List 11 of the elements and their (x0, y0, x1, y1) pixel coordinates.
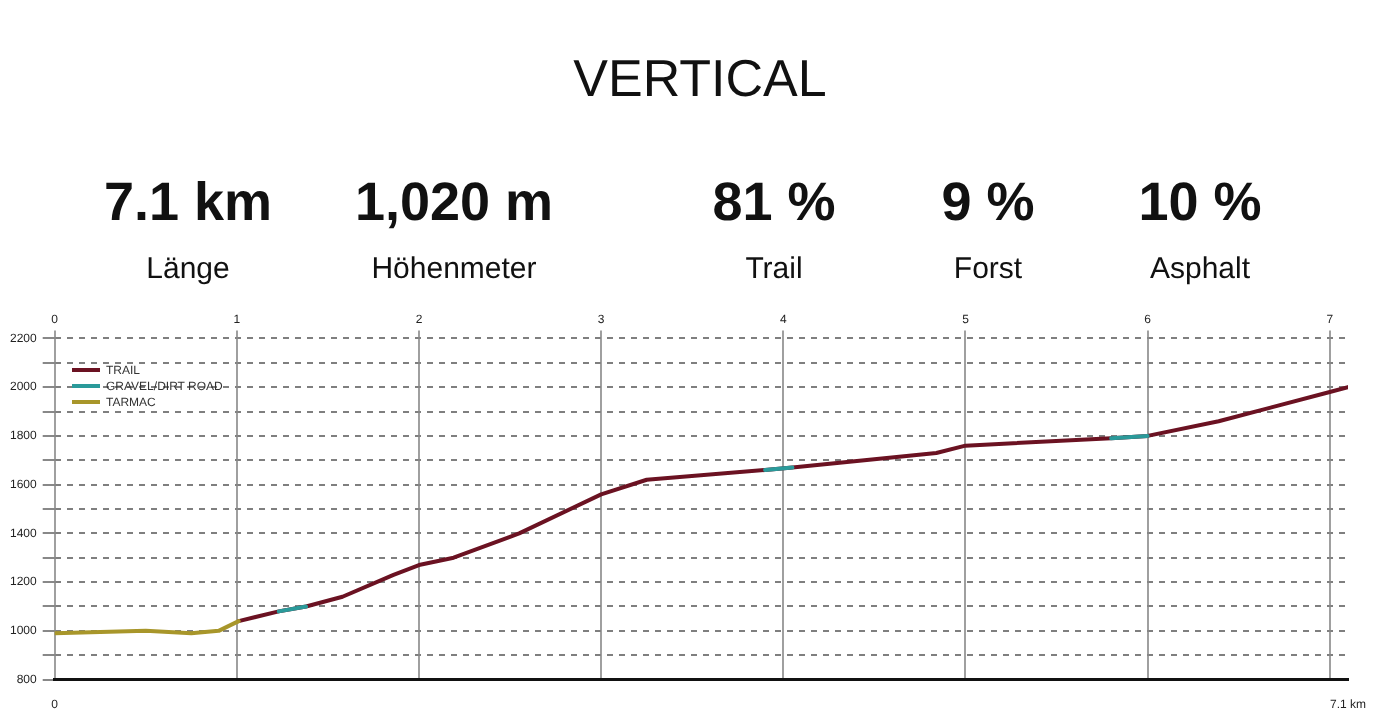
text: Asphalt (1147, 252, 1253, 286)
text: Höhenmeter (369, 252, 539, 286)
chart-title: VERTICAL (571, 48, 829, 110)
text: Forst (951, 252, 1025, 286)
text: 1,020 m (352, 170, 556, 236)
text: 81 % (710, 170, 838, 236)
text: Länge (144, 252, 232, 286)
text: 7.1 km (101, 170, 275, 236)
text: Trail (743, 252, 805, 286)
text: 9 % (939, 170, 1037, 236)
text: 10 % (1136, 170, 1264, 236)
